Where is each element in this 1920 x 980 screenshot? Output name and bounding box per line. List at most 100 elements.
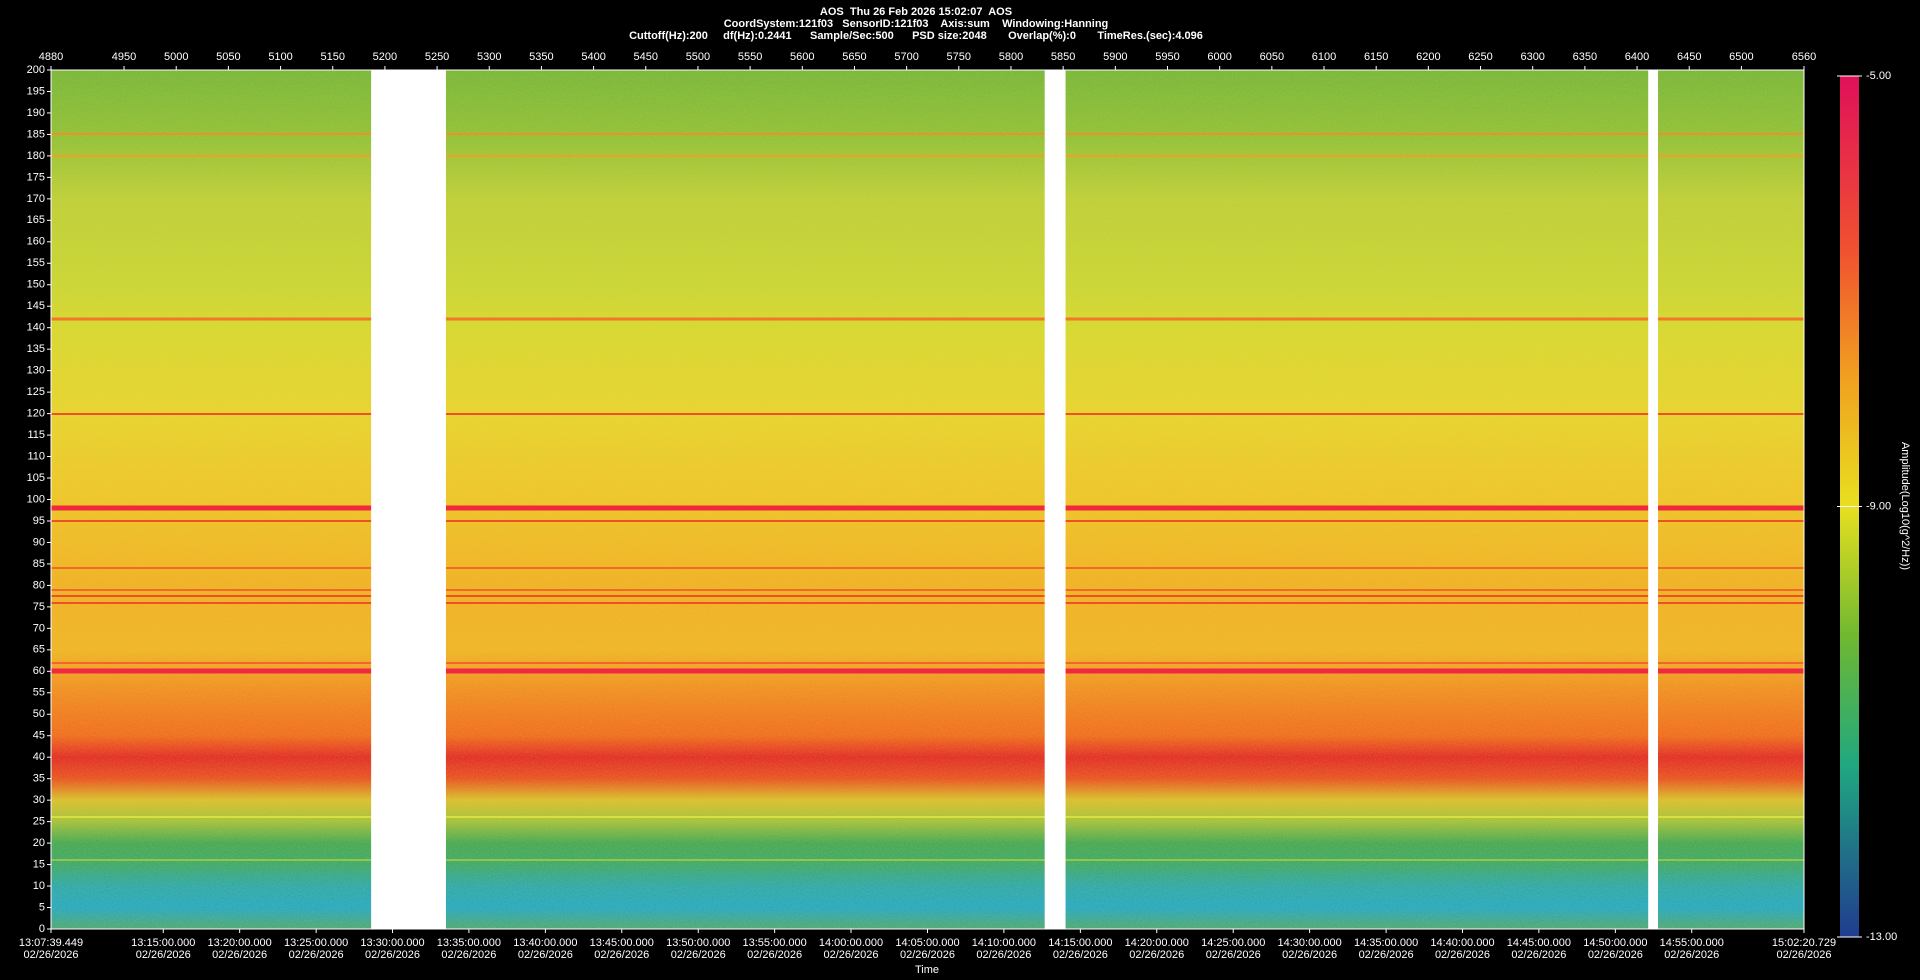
time-tick-label: 14:10:00.000 <box>972 937 1036 949</box>
time-tick-date: 02/26/2026 <box>900 949 955 961</box>
top-tick-label: 6200 <box>1416 51 1440 63</box>
time-tick-label: 13:50:00.000 <box>666 937 730 949</box>
y-tick-label: 160 <box>27 236 45 248</box>
top-tick-label: 6350 <box>1573 51 1597 63</box>
y-tick-label: 180 <box>27 150 45 162</box>
time-tick-date: 02/26/2026 <box>289 949 344 961</box>
time-tick-label: 14:25:00.000 <box>1201 937 1265 949</box>
time-tick-label: 14:15:00.000 <box>1048 937 1112 949</box>
y-tick-label: 55 <box>33 687 45 699</box>
y-tick-label: 125 <box>27 386 45 398</box>
time-tick-label: 13:20:00.000 <box>208 937 272 949</box>
y-tick-label: 130 <box>27 365 45 377</box>
y-tick-label: 75 <box>33 601 45 613</box>
top-tick-label: 4950 <box>112 51 136 63</box>
top-tick-label: 6050 <box>1260 51 1284 63</box>
time-tick-label: 13:40:00.000 <box>513 937 577 949</box>
time-tick-date: 02/26/2026 <box>1511 949 1566 961</box>
time-tick-label: 14:45:00.000 <box>1507 937 1571 949</box>
top-tick-label: 5750 <box>947 51 971 63</box>
top-tick-label: 5450 <box>634 51 658 63</box>
top-tick-label: 5200 <box>373 51 397 63</box>
time-tick-label: 13:15:00.000 <box>131 937 195 949</box>
time-tick-label: 14:40:00.000 <box>1430 937 1494 949</box>
top-tick-label: 6100 <box>1312 51 1336 63</box>
y-tick-label: 110 <box>27 450 45 462</box>
y-tick-label: 120 <box>27 408 45 420</box>
spectrogram-noise <box>51 70 1804 929</box>
time-tick-date: 02/26/2026 <box>441 949 496 961</box>
time-tick-label: 14:00:00.000 <box>819 937 883 949</box>
time-tick-date: 02/26/2026 <box>1664 949 1719 961</box>
y-tick-label: 170 <box>27 193 45 205</box>
y-tick-label: 70 <box>33 622 45 634</box>
colorbar-tick-label: -13.00 <box>1866 931 1897 943</box>
time-tick-date: 02/26/2026 <box>1206 949 1261 961</box>
time-tick-date: 02/26/2026 <box>671 949 726 961</box>
time-tick-date: 02/26/2026 <box>212 949 267 961</box>
top-tick-label: 5250 <box>425 51 449 63</box>
top-tick-label: 5700 <box>894 51 918 63</box>
time-tick-label: 15:02:20.729 <box>1772 937 1836 949</box>
time-tick-label: 14:05:00.000 <box>895 937 959 949</box>
top-tick-label: 5050 <box>216 51 240 63</box>
spectrogram-image <box>51 70 1804 929</box>
top-tick-label: 4880 <box>39 51 63 63</box>
time-tick-date: 02/26/2026 <box>823 949 878 961</box>
time-tick-date: 02/26/2026 <box>23 949 78 961</box>
top-tick-label: 5300 <box>477 51 501 63</box>
top-tick-label: 6250 <box>1468 51 1492 63</box>
y-tick-label: 45 <box>33 730 45 742</box>
top-tick-label: 5150 <box>320 51 344 63</box>
data-gap <box>371 70 446 929</box>
time-tick-date: 02/26/2026 <box>1129 949 1184 961</box>
data-gaps <box>371 70 1659 929</box>
time-tick-label: 13:55:00.000 <box>743 937 807 949</box>
time-tick-label: 14:30:00.000 <box>1277 937 1341 949</box>
top-tick-label: 5800 <box>999 51 1023 63</box>
y-tick-label: 25 <box>33 816 45 828</box>
top-tick-label: 5350 <box>529 51 553 63</box>
y-tick-label: 100 <box>27 493 45 505</box>
time-tick-date: 02/26/2026 <box>136 949 191 961</box>
time-tick-date: 02/26/2026 <box>1359 949 1414 961</box>
y-tick-label: 185 <box>27 128 45 140</box>
time-tick-label: 13:30:00.000 <box>360 937 424 949</box>
y-tick-label: 80 <box>33 579 45 591</box>
y-tick-label: 40 <box>33 751 45 763</box>
top-tick-label: 5400 <box>581 51 605 63</box>
time-tick-label: 13:07:39.449 <box>19 937 83 949</box>
time-tick-date: 02/26/2026 <box>594 949 649 961</box>
y-tick-label: 105 <box>27 472 45 484</box>
time-tick-date: 02/26/2026 <box>747 949 802 961</box>
y-tick-label: 10 <box>33 880 45 892</box>
y-tick-label: 60 <box>33 665 45 677</box>
top-tick-label: 5550 <box>738 51 762 63</box>
y-tick-label: 50 <box>33 708 45 720</box>
tonal-lines <box>51 133 1804 861</box>
y-tick-label: 0 <box>39 923 45 935</box>
y-tick-label: 195 <box>27 85 45 97</box>
time-tick-label: 13:25:00.000 <box>284 937 348 949</box>
top-tick-label: 5600 <box>790 51 814 63</box>
y-tick-label: 85 <box>33 558 45 570</box>
time-tick-label: 14:35:00.000 <box>1354 937 1418 949</box>
data-gap <box>1648 70 1659 929</box>
y-tick-label: 20 <box>33 837 45 849</box>
y-tick-label: 150 <box>27 279 45 291</box>
y-tick-label: 190 <box>27 107 45 119</box>
y-tick-label: 155 <box>27 257 45 269</box>
time-tick-date: 02/26/2026 <box>1053 949 1108 961</box>
y-tick-label: 145 <box>27 300 45 312</box>
top-tick-label: 6400 <box>1625 51 1649 63</box>
time-tick-label: 14:50:00.000 <box>1583 937 1647 949</box>
top-tick-label: 5000 <box>164 51 188 63</box>
top-tick-label: 5900 <box>1103 51 1127 63</box>
colorbar-tick-label: -9.00 <box>1866 500 1891 512</box>
colorbar-tick-label: -5.00 <box>1866 70 1891 82</box>
title-line: CoordSystem:121f03 SensorID:121f03 Axis:… <box>724 18 1109 30</box>
time-tick-date: 02/26/2026 <box>1588 949 1643 961</box>
top-tick-label: 5950 <box>1155 51 1179 63</box>
